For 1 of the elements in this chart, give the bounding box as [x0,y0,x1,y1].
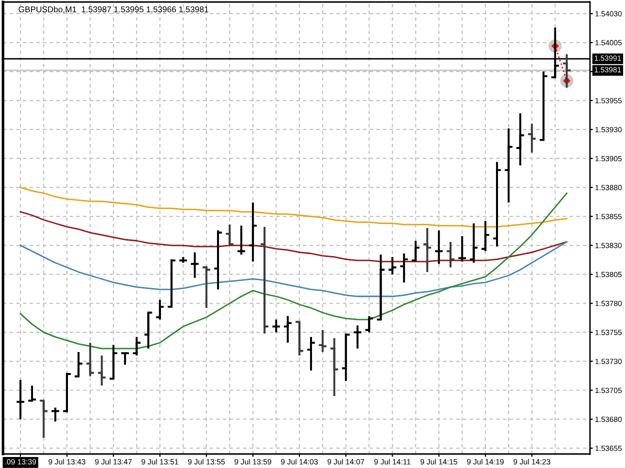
chart-title: GBPUSDbo,M1 1.53987 1.53995 1.53966 1.53981 [18,6,208,14]
